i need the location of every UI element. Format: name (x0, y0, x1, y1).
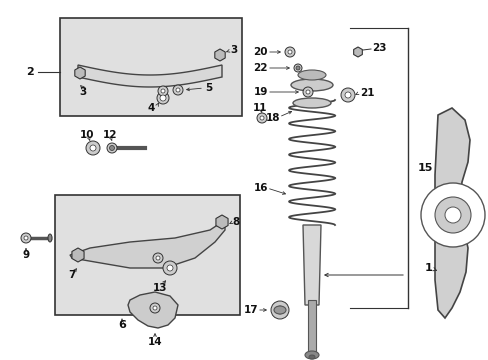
Text: 3: 3 (229, 45, 237, 55)
Text: 10: 10 (80, 130, 94, 140)
Circle shape (303, 87, 312, 97)
Polygon shape (216, 215, 227, 229)
Circle shape (293, 64, 302, 72)
Text: 16: 16 (253, 183, 267, 193)
Text: 1: 1 (424, 263, 431, 273)
Circle shape (257, 113, 266, 123)
Text: 6: 6 (118, 320, 126, 330)
Text: 11: 11 (252, 103, 267, 113)
Ellipse shape (305, 351, 318, 359)
Polygon shape (128, 292, 178, 328)
Text: 23: 23 (371, 43, 386, 53)
Circle shape (160, 95, 165, 101)
Text: 14: 14 (147, 337, 162, 347)
Polygon shape (353, 47, 362, 57)
Circle shape (434, 197, 470, 233)
Text: 19: 19 (253, 87, 267, 97)
Circle shape (260, 116, 264, 120)
Circle shape (173, 85, 183, 95)
Circle shape (295, 66, 299, 70)
Circle shape (21, 233, 31, 243)
Polygon shape (72, 248, 84, 262)
Polygon shape (303, 225, 320, 305)
Circle shape (109, 145, 114, 150)
Circle shape (153, 253, 163, 263)
Text: 4: 4 (147, 103, 155, 113)
Bar (55, 195, 240, 315)
Circle shape (163, 261, 177, 275)
Polygon shape (214, 49, 225, 61)
Ellipse shape (292, 98, 330, 108)
Circle shape (150, 303, 160, 313)
Circle shape (167, 265, 173, 271)
Circle shape (153, 306, 157, 310)
Circle shape (345, 92, 350, 98)
Bar (307, 300, 315, 355)
Text: 20: 20 (253, 47, 267, 57)
Text: 9: 9 (22, 250, 29, 260)
Bar (60, 18, 242, 116)
Circle shape (158, 86, 168, 96)
Circle shape (107, 143, 117, 153)
Circle shape (287, 50, 291, 54)
Text: 13: 13 (152, 283, 167, 293)
Circle shape (285, 47, 294, 57)
Circle shape (420, 183, 484, 247)
Circle shape (275, 306, 284, 314)
Polygon shape (70, 220, 224, 268)
Circle shape (86, 141, 100, 155)
Text: 17: 17 (243, 305, 258, 315)
Circle shape (270, 301, 288, 319)
Circle shape (340, 88, 354, 102)
Circle shape (305, 90, 309, 94)
Text: 18: 18 (265, 113, 280, 123)
Circle shape (444, 207, 460, 223)
Circle shape (90, 145, 96, 151)
Text: 8: 8 (231, 217, 239, 227)
Circle shape (176, 88, 180, 92)
Text: 22: 22 (253, 63, 267, 73)
Ellipse shape (297, 70, 325, 80)
Polygon shape (434, 108, 469, 318)
Ellipse shape (308, 355, 314, 359)
Circle shape (161, 89, 164, 93)
Ellipse shape (290, 79, 332, 91)
Polygon shape (78, 65, 222, 87)
Polygon shape (75, 67, 85, 79)
Text: 5: 5 (204, 83, 212, 93)
Circle shape (157, 92, 169, 104)
Text: 15: 15 (417, 163, 432, 173)
Text: 7: 7 (68, 270, 76, 280)
Text: 12: 12 (102, 130, 117, 140)
Circle shape (24, 236, 28, 240)
Ellipse shape (48, 234, 52, 242)
Circle shape (156, 256, 160, 260)
Text: 2: 2 (26, 67, 34, 77)
Text: 21: 21 (359, 88, 374, 98)
Text: 3: 3 (79, 87, 86, 97)
Ellipse shape (273, 306, 285, 314)
